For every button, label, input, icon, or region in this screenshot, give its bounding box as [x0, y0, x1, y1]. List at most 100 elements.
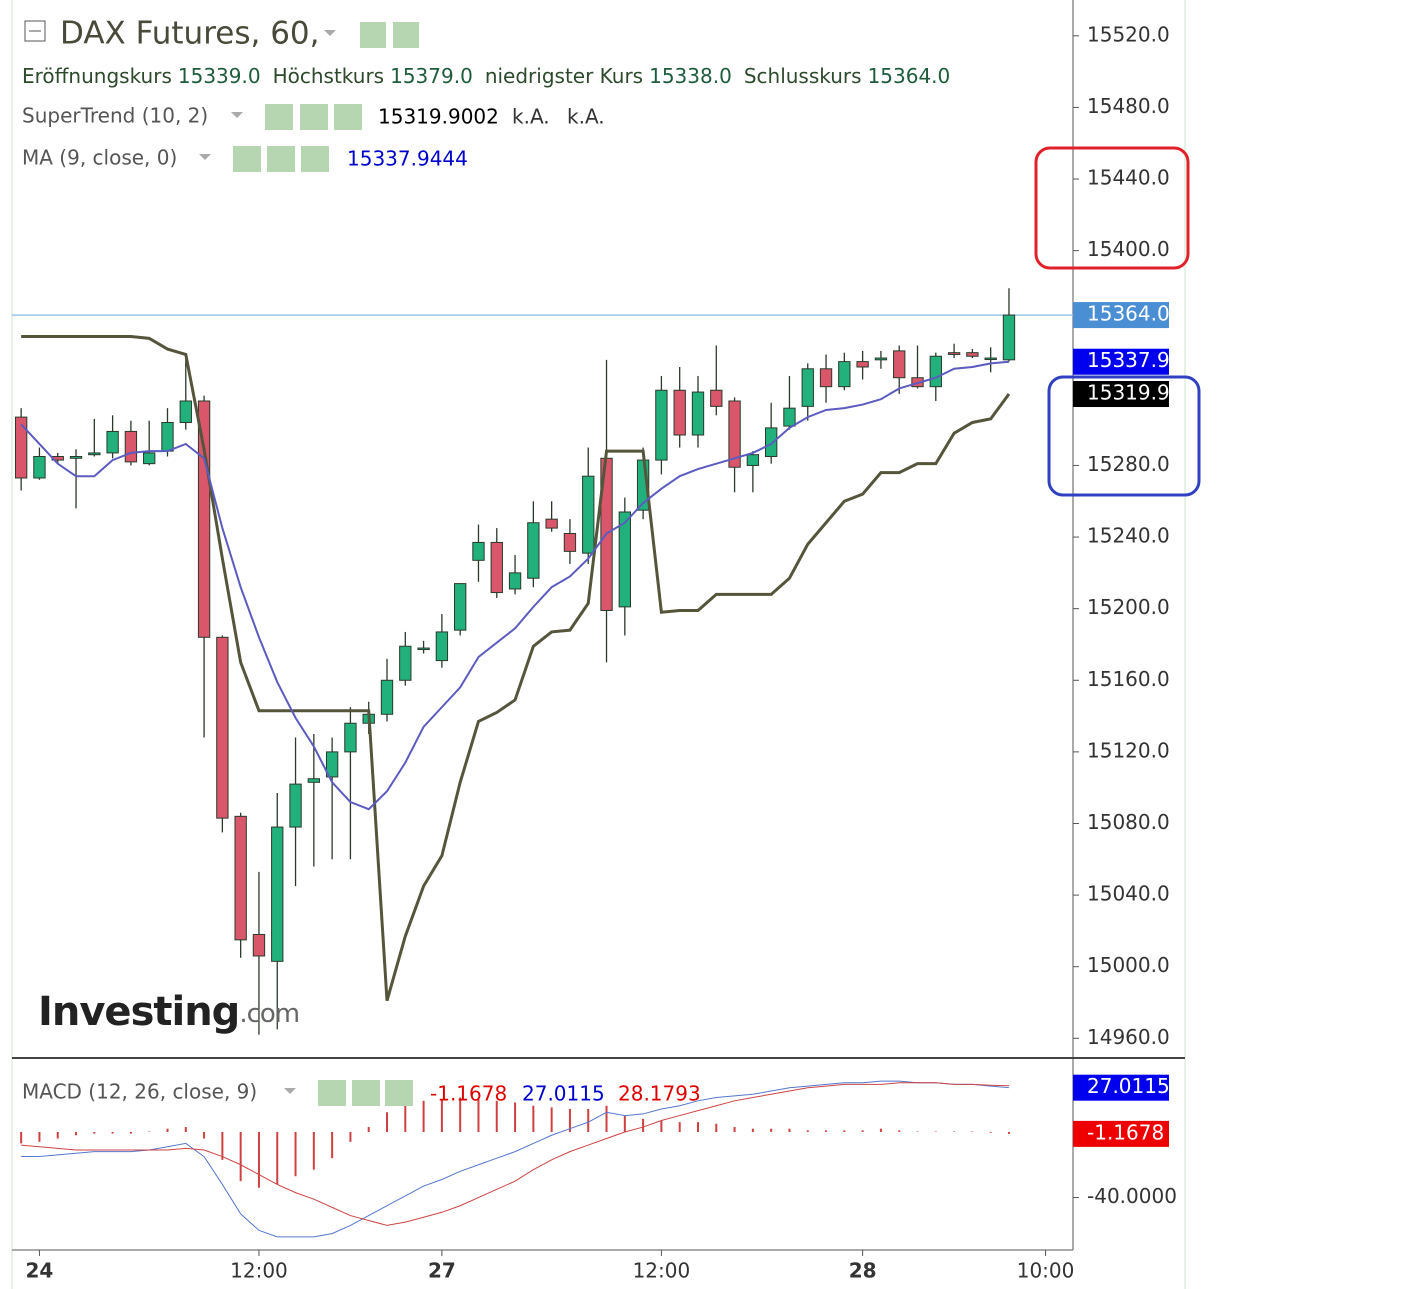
collapse-button[interactable]	[24, 20, 46, 42]
price-marker-label: 15319.9	[1087, 381, 1170, 405]
y-tick-label: 15080.0	[1087, 810, 1170, 834]
chart-title: DAX Futures, 60,	[60, 16, 320, 52]
macd-histogram-value: -1.1678	[430, 1082, 507, 1106]
candle-body	[618, 511, 631, 608]
ohlc-label: niedrigster Kurs	[485, 64, 643, 88]
price-marker	[1073, 348, 1169, 375]
price-marker-label: 15337.9	[1087, 348, 1170, 372]
ma-value: 15337.9444	[347, 147, 468, 171]
candle-body	[216, 636, 229, 819]
candle-body	[1002, 314, 1016, 361]
eye-icon[interactable]	[233, 146, 261, 172]
y-tick-label: 15400.0	[1087, 237, 1170, 261]
macd-signal-value: 28.1793	[618, 1082, 701, 1106]
candle-body	[252, 933, 266, 957]
candle-body	[271, 826, 284, 962]
x-tick-label: 24	[26, 1259, 54, 1283]
candle-body	[307, 778, 321, 783]
x-tick-label: 12:00	[633, 1259, 691, 1283]
supertrend-na: k.A.	[567, 105, 605, 129]
candle-body	[838, 361, 851, 388]
candle-body	[966, 352, 979, 357]
candle-body	[289, 783, 302, 828]
ohlc-value: 15339.0	[178, 64, 261, 88]
close-icon[interactable]	[334, 104, 362, 130]
eye-icon[interactable]	[360, 22, 386, 48]
candle-body	[655, 389, 668, 461]
candle-body	[691, 391, 705, 436]
candle-body	[88, 452, 101, 456]
candle-body	[197, 400, 211, 638]
y-tick-label: 14960.0	[1087, 1025, 1170, 1049]
macd-marker	[1073, 1074, 1169, 1101]
candle-body	[14, 416, 28, 479]
dropdown[interactable]	[199, 154, 211, 160]
supertrend-value: 15319.9002	[378, 105, 499, 129]
candle-body	[984, 357, 997, 361]
y-tick-label: 15200.0	[1087, 595, 1170, 619]
watermark-main: Investing	[38, 989, 239, 1035]
macd-marker-label: -1.1678	[1087, 1120, 1164, 1144]
gear-icon[interactable]	[300, 104, 328, 130]
y-tick-label: 15120.0	[1087, 738, 1170, 762]
candle-body	[325, 751, 339, 778]
eye-icon[interactable]	[318, 1080, 346, 1106]
candle-body	[746, 454, 760, 466]
candle-body	[929, 355, 942, 388]
candle-body	[454, 583, 467, 631]
candle-body	[764, 427, 778, 457]
gear-icon[interactable]	[393, 22, 419, 48]
candle-body	[673, 389, 686, 436]
candle-body	[582, 475, 595, 554]
dropdown[interactable]	[284, 1088, 296, 1094]
ohlc-value: 15379.0	[390, 64, 473, 88]
candle-body	[344, 722, 357, 753]
x-tick-label: 28	[849, 1259, 877, 1283]
ohlc-label: Eröffnungskurs	[22, 64, 172, 88]
candle-body	[124, 430, 138, 463]
candle-body	[545, 518, 558, 529]
watermark-suffix: .com	[239, 999, 299, 1029]
ohlc-value: 15364.0	[868, 64, 951, 88]
candle-body	[33, 455, 46, 479]
macd-y-tick-label: -40.0000	[1087, 1184, 1177, 1208]
highlight-box	[1047, 375, 1201, 497]
y-tick-label: 15040.0	[1087, 882, 1170, 906]
candle-body	[490, 541, 503, 594]
candle-body	[143, 452, 156, 465]
macd-marker-label: 27.0115	[1087, 1074, 1170, 1098]
close-icon[interactable]	[301, 146, 329, 172]
candle-body	[417, 647, 430, 651]
y-tick-label: 15280.0	[1087, 452, 1170, 476]
candle-body	[563, 532, 577, 552]
price-marker	[1073, 381, 1169, 408]
ohlc-legend: Eröffnungskurs 15339.0 Höchstkurs 15379.0 ni…	[22, 64, 950, 88]
dropdown[interactable]	[231, 112, 243, 118]
dropdown[interactable]	[324, 30, 336, 36]
eye-icon[interactable]	[265, 104, 293, 130]
candle-body	[527, 522, 540, 579]
y-tick-label: 15000.0	[1087, 953, 1170, 977]
ohlc-label: Höchstkurs	[273, 64, 385, 88]
gear-icon[interactable]	[267, 146, 295, 172]
candle-body	[801, 368, 814, 407]
y-tick-label: 15160.0	[1087, 667, 1170, 691]
watermark: Investing.com	[38, 989, 299, 1035]
candle-body	[856, 361, 869, 368]
macd-value: 27.0115	[522, 1082, 605, 1106]
price-marker-label: 15364.0	[1087, 302, 1170, 326]
candle-body	[380, 679, 394, 715]
price-marker	[1073, 302, 1169, 329]
candle-body	[508, 572, 522, 590]
gear-icon[interactable]	[352, 1080, 380, 1106]
macd-line	[21, 1080, 1010, 1238]
overlay-line	[21, 335, 1011, 1002]
overlay-line	[20, 360, 1010, 811]
plot-layer: 15520.015480.015440.015400.015360.015320…	[12, 22, 1177, 1283]
ohlc-value: 15338.0	[649, 64, 732, 88]
close-icon[interactable]	[385, 1080, 413, 1106]
y-tick-label: 15480.0	[1087, 94, 1170, 118]
